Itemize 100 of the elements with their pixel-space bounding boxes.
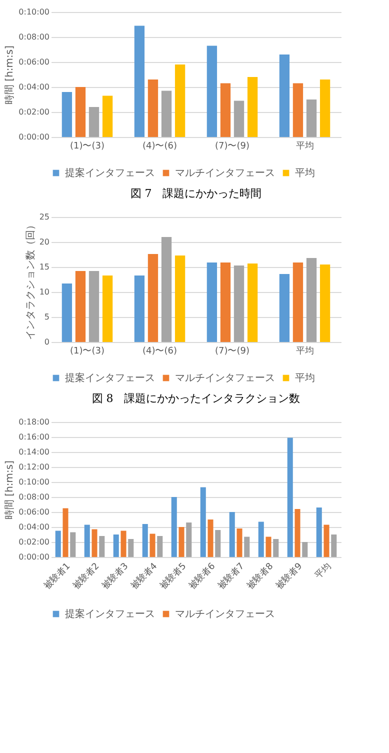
bar	[55, 530, 61, 557]
y-tick-label: 15	[39, 262, 50, 272]
bar	[206, 262, 218, 342]
x-tick-label: 平均	[296, 140, 314, 152]
bar	[142, 524, 148, 557]
x-tick-label: 被験者4	[128, 560, 160, 592]
y-tick-label: 0:16:00	[18, 432, 50, 442]
bar	[200, 487, 206, 557]
legend-label: 提案インタフェース	[65, 372, 155, 384]
bar	[120, 530, 126, 557]
y-tick-label: 0:02:00	[18, 108, 50, 116]
x-tick-label: 平均	[296, 346, 314, 356]
y-tick-label: 0:08:00	[18, 32, 50, 42]
bar	[174, 256, 186, 342]
y-tick-label: 0:08:00	[18, 492, 50, 502]
x-tick-label: 被験者7	[216, 560, 247, 592]
bar	[62, 92, 72, 137]
bar	[174, 64, 186, 137]
y-tick-label: 0:00:00	[18, 132, 50, 142]
legend-label: 平均	[295, 167, 315, 179]
bar	[92, 529, 98, 557]
text: 図 7 課題にかかった時間	[130, 187, 262, 200]
bar	[320, 80, 330, 137]
bar	[279, 54, 290, 137]
x-tick-label: 被験者1	[42, 560, 73, 592]
bar	[234, 266, 244, 342]
bar	[88, 271, 100, 342]
bar	[75, 271, 86, 342]
x-tick-label: 被験者9	[274, 560, 305, 592]
bar	[229, 512, 235, 557]
bar	[150, 534, 156, 557]
bar	[70, 532, 76, 557]
legend-label: 平均	[295, 372, 315, 384]
bar	[220, 262, 231, 342]
bar	[128, 539, 134, 557]
y-tick-label: 25	[39, 212, 50, 222]
x-tick-label: 被験者3	[100, 560, 131, 592]
bar	[134, 26, 145, 137]
x-tick-label: (4)〜(6)	[142, 346, 177, 356]
bar	[244, 536, 250, 557]
bar	[324, 524, 330, 557]
bar	[306, 258, 317, 342]
bar	[208, 520, 214, 557]
x-tick-label: (1)〜(3)	[70, 142, 104, 152]
legend-label: 提案インタフェース	[65, 167, 155, 179]
bar	[258, 522, 264, 557]
legend-label: 提案インタフェース	[65, 608, 155, 620]
bar	[75, 87, 86, 137]
bar	[157, 536, 163, 557]
bar	[266, 536, 272, 557]
y-axis-title: インタラクション数（回）	[25, 220, 36, 340]
bar	[113, 534, 119, 557]
bar	[84, 524, 90, 557]
bar	[62, 508, 68, 557]
y-tick-label: 0:10:00	[18, 478, 50, 486]
y-tick-label: 0:00:00	[18, 552, 50, 562]
bar	[178, 527, 184, 557]
bar	[234, 100, 244, 137]
y-tick-label: 0	[44, 338, 50, 346]
bar	[220, 83, 231, 137]
bar	[62, 284, 72, 342]
y-axis-title: 時間 [h:m:s]	[4, 45, 16, 105]
bar	[171, 497, 177, 557]
bar	[88, 107, 100, 137]
x-tick-label: 被験者2	[70, 560, 102, 592]
x-tick-label: (7)〜(9)	[215, 142, 250, 152]
text: 図 8 課題にかかったインタラクション数	[92, 392, 300, 405]
y-tick-label: 20	[39, 238, 50, 246]
y-tick-label: 0:04:00	[18, 82, 50, 92]
bar	[148, 80, 158, 137]
y-tick-label: 0:18:00	[18, 418, 50, 426]
x-tick-label: 被験者6	[186, 560, 218, 592]
bar	[294, 509, 300, 557]
bar	[306, 100, 317, 137]
y-tick-label: 0:06:00	[18, 508, 50, 516]
legend-label: マルチインタフェース	[175, 373, 275, 384]
bar	[148, 254, 158, 342]
y-tick-label: 10	[39, 288, 50, 296]
bar	[292, 83, 304, 137]
x-tick-label: 被験者8	[244, 560, 276, 592]
bar	[134, 276, 145, 342]
bar	[273, 539, 279, 557]
bar	[279, 274, 290, 342]
y-tick-label: 5	[44, 312, 50, 322]
bar	[316, 508, 322, 557]
bar	[302, 542, 308, 557]
y-tick-label: 0:14:00	[18, 448, 50, 456]
bar	[102, 276, 113, 342]
x-tick-label: (7)〜(9)	[215, 346, 250, 356]
y-tick-label: 0:02:00	[18, 538, 50, 546]
bar	[99, 536, 105, 557]
bar	[161, 90, 172, 137]
bar	[236, 528, 242, 557]
x-tick-label: (4)〜(6)	[142, 142, 177, 152]
bar	[287, 438, 293, 557]
y-tick-label: 0:04:00	[18, 522, 50, 532]
x-tick-label: 平均	[313, 560, 334, 582]
bar	[215, 530, 221, 557]
bar	[161, 237, 172, 342]
x-tick-label: 被験者5	[158, 560, 189, 592]
